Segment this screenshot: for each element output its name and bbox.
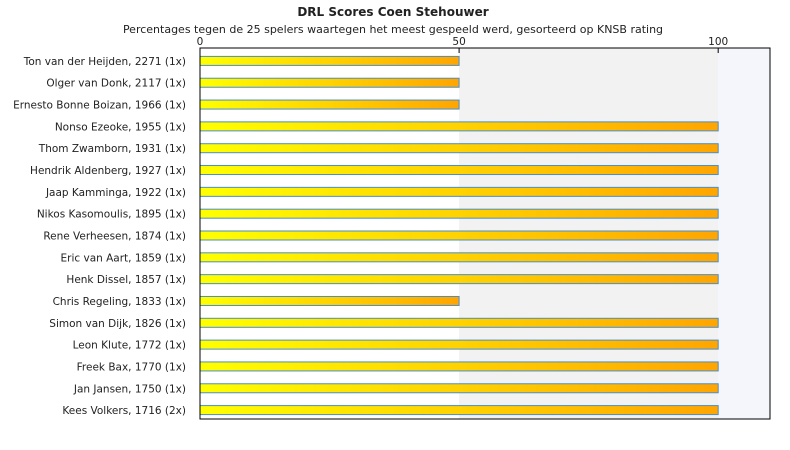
chart-title: DRL Scores Coen Stehouwer	[297, 5, 488, 19]
x-axis-ticks: 0 50 100	[197, 36, 728, 53]
bars-group	[199, 55, 719, 416]
bar	[199, 383, 719, 394]
bar	[199, 77, 460, 88]
chart-subtitle: Percentages tegen de 25 spelers waartege…	[123, 23, 663, 36]
bar	[199, 121, 719, 132]
category-label: Kees Volkers, 1716 (2x)	[62, 405, 186, 417]
bar	[199, 405, 719, 416]
bar	[199, 165, 719, 176]
category-label: Ernesto Bonne Boizan, 1966 (1x)	[13, 100, 186, 112]
bar	[199, 143, 719, 154]
category-label: Ton van der Heijden, 2271 (1x)	[23, 56, 186, 68]
category-label: Thom Zwamborn, 1931 (1x)	[38, 143, 186, 155]
category-label: Jaap Kamminga, 1922 (1x)	[45, 187, 186, 199]
bar	[199, 208, 719, 219]
category-label: Leon Klute, 1772 (1x)	[73, 340, 186, 352]
category-label: Rene Verheesen, 1874 (1x)	[43, 231, 186, 243]
category-label: Simon van Dijk, 1826 (1x)	[49, 318, 186, 330]
category-label: Olger van Donk, 2117 (1x)	[46, 78, 186, 90]
x-tick-label: 50	[452, 36, 465, 48]
category-label: Hendrik Aldenberg, 1927 (1x)	[30, 165, 186, 177]
plot-area-border	[199, 47, 771, 420]
x-tick-label: 100	[708, 36, 728, 48]
bar	[199, 230, 719, 241]
category-label: Nikos Kasomoulis, 1895 (1x)	[37, 209, 186, 221]
bar	[199, 252, 719, 263]
category-label: Nonso Ezeoke, 1955 (1x)	[55, 121, 186, 133]
bar	[199, 55, 460, 66]
band-100-max	[718, 48, 770, 419]
x-tick-label: 0	[197, 36, 204, 48]
bar	[199, 361, 719, 372]
bar	[199, 295, 460, 306]
bar	[199, 339, 719, 350]
bar	[199, 317, 719, 328]
category-label: Eric van Aart, 1859 (1x)	[61, 252, 187, 264]
category-label: Henk Dissel, 1857 (1x)	[66, 274, 186, 286]
bar	[199, 274, 719, 285]
bar	[199, 186, 719, 197]
category-labels: Ton van der Heijden, 2271 (1x) Olger van …	[13, 56, 186, 417]
bar	[199, 99, 460, 110]
category-label: Chris Regeling, 1833 (1x)	[53, 296, 186, 308]
category-label: Jan Jansen, 1750 (1x)	[73, 383, 186, 395]
category-label: Freek Bax, 1770 (1x)	[77, 361, 186, 373]
